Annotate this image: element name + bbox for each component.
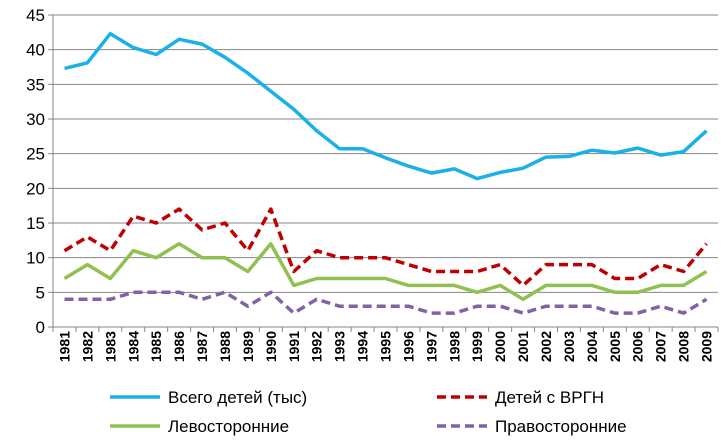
x-tick-label: 2006 — [630, 331, 646, 362]
legend: Всего детей (тыс) Детей с ВРГН Левосторонн… — [110, 388, 627, 436]
series-line-2 — [63, 242, 708, 302]
y-tick-label: 30 — [26, 110, 45, 129]
y-tick-label: 10 — [26, 249, 45, 268]
x-tick-label: 1987 — [194, 331, 210, 362]
y-tick-label: 15 — [26, 214, 45, 233]
x-tick-label: 2004 — [584, 331, 600, 362]
legend-label-2: Левосторонние — [168, 417, 289, 436]
x-tick-label: 1989 — [240, 331, 256, 362]
x-tick-label: 1998 — [446, 331, 462, 362]
x-tick-label: 2001 — [515, 331, 531, 362]
x-tick-label: 2007 — [653, 331, 669, 362]
x-tick-label: 2005 — [607, 331, 623, 362]
series-line-0 — [64, 31, 708, 181]
y-tick-label: 45 — [26, 6, 45, 25]
x-tick-label: 1993 — [332, 331, 348, 362]
x-tick-label: 1982 — [79, 331, 95, 362]
x-tick-label: 1999 — [469, 331, 485, 362]
x-tick-label: 1991 — [286, 331, 302, 362]
x-tick-label: 1988 — [217, 331, 233, 362]
x-tick-label: 1990 — [263, 331, 279, 362]
x-tick-label: 1996 — [400, 331, 416, 362]
series-lines — [63, 31, 708, 315]
y-tick-label: 5 — [36, 283, 45, 302]
gridlines — [53, 14, 718, 293]
x-tick-label: 1981 — [56, 331, 72, 362]
y-tick-label: 0 — [36, 318, 45, 337]
x-tick-label: 1997 — [423, 331, 439, 362]
y-tick-label: 25 — [26, 145, 45, 164]
x-tick-label: 2003 — [561, 331, 577, 362]
legend-label-0: Всего детей (тыс) — [168, 388, 307, 407]
series-line-3 — [64, 290, 708, 315]
x-tick-label: 2008 — [676, 331, 692, 362]
x-tick-label: 2009 — [699, 331, 715, 362]
x-tick-label: 1992 — [309, 331, 325, 362]
y-tick-label: 35 — [26, 75, 45, 94]
x-tick-label: 1984 — [125, 331, 141, 362]
series-line-1 — [63, 207, 708, 288]
y-tick-label: 20 — [26, 179, 45, 198]
legend-label-3: Правосторонние — [495, 417, 627, 436]
x-tick-label: 1985 — [148, 331, 164, 362]
legend-label-1: Детей с ВРГН — [495, 388, 604, 407]
x-tick-label: 2002 — [538, 331, 554, 362]
y-tick-label: 40 — [26, 41, 45, 60]
x-tick-label: 1995 — [378, 331, 394, 362]
x-tick-label: 1986 — [171, 331, 187, 362]
x-tick-label: 1983 — [102, 331, 118, 362]
x-tick-label: 2000 — [492, 331, 508, 362]
x-tick-label: 1994 — [355, 331, 371, 362]
axes: 0 5 10 15 20 25 30 35 40 45 1981 1982 1983 1984 1985 19… — [26, 6, 719, 362]
